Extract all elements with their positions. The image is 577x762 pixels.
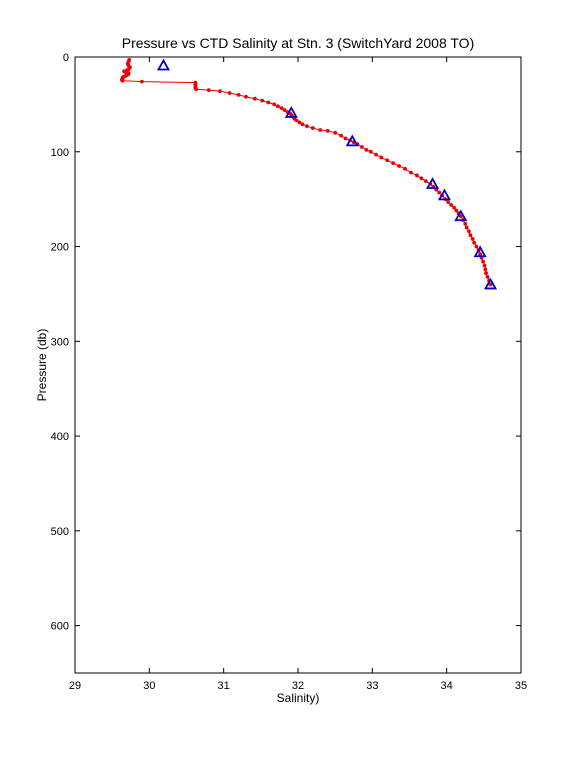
x-tick-label: 31 [218,680,230,692]
ctd-data-point [300,122,305,127]
ctd-data-point [260,98,265,103]
ctd-data-point [478,252,483,257]
ctd-data-point [467,229,471,234]
ctd-data-point [446,200,451,204]
ctd-data-point [282,108,287,112]
ctd-data-point [485,274,490,279]
x-tick-label: 30 [143,680,155,692]
ctd-data-point [368,149,373,154]
bottle-sample-marker [345,134,359,147]
ctd-data-point [482,263,487,268]
bottle-sample-marker [483,277,498,290]
x-tick-label: 29 [69,680,81,692]
ctd-data-point [481,259,485,264]
x-tick-label: 35 [515,680,527,692]
y-axis-label: Pressure (db) [35,329,49,402]
ctd-data-point [454,208,459,213]
ctd-data-point [206,88,211,93]
ctd-data-point [385,158,390,163]
ctd-data-point [325,129,330,133]
y-tick-label: 500 [51,526,69,538]
labels-group: Pressure vs CTD Salinity at Stn. 3 (Swit… [35,35,474,705]
ctd-data-point [423,179,428,184]
ctd-data-point [449,202,454,207]
ctd-data-point [360,145,364,149]
ctd-data-point [374,152,378,157]
bottle-sample-marker [426,177,440,189]
x-axis-label: Salinity) [277,691,320,705]
ctd-data-point [236,93,241,97]
ctd-data-point [397,164,401,168]
ctd-data-point [391,161,396,166]
x-tick-label: 33 [366,680,378,692]
ctd-data-point [310,126,315,130]
bottle-sample-marker [437,188,451,201]
ctd-data-point [483,267,488,272]
ctd-data-point [474,244,479,249]
ctd-data-point [305,124,309,129]
ctd-data-point [463,221,468,226]
y-tick-label: 300 [51,336,69,348]
ctd-data-point [458,214,463,219]
ctd-data-point [452,205,456,210]
ctd-data-point [409,170,413,175]
ctd-data-point [266,100,271,105]
y-tick-label: 400 [51,431,69,443]
ctd-data-point [297,120,302,125]
bottle-sample-marker [473,245,487,258]
ctd-data-point [343,136,348,141]
axes-group: 29 30 31 32 33 34 35 0 100 200 300 400 500 600 [51,52,527,692]
ctd-data-point [227,91,232,95]
ctd-data-point [403,166,407,171]
y-tick-label: 600 [51,621,69,633]
y-tick-label: 0 [63,52,69,64]
ctd-data-point [364,147,369,152]
chart-title: Pressure vs CTD Salinity at Stn. 3 (Swit… [122,35,474,51]
bottle-sample-marker [156,58,170,71]
ctd-data-point [437,190,442,195]
bottle-sample-marker [454,209,468,222]
ctd-data-point [294,118,299,123]
ctd-data-point [415,173,419,178]
y-tick-label: 100 [51,147,69,159]
x-tick-label: 32 [292,680,304,692]
ctd-data-point [419,176,424,181]
ctd-data-point [468,233,473,238]
ctd-data-point [120,78,125,83]
ctd-data-point [472,240,477,245]
ctd-data-point [333,130,338,135]
ctd-data-point [218,89,222,94]
ctd-data-point [464,225,469,230]
ctd-data-point [140,79,144,84]
ctd-data-point [339,133,344,138]
y-tick-label: 200 [51,242,69,254]
data-group [119,57,498,290]
ctd-data-point [488,282,493,287]
ctd-data-point [194,87,199,92]
ctd-data-point [123,70,128,75]
ctd-data-point [279,106,284,111]
ctd-data-point [484,271,488,275]
ctd-data-point [276,104,280,109]
ctd-data-point [379,155,384,160]
ctd-data-point [470,237,475,241]
ctd-data-point [244,94,248,99]
ctd-data-point [252,96,257,101]
bottle-sample-marker [284,106,298,118]
x-tick-label: 34 [441,680,453,692]
ctd-data-point [318,128,323,132]
ctd-data-point [272,102,277,107]
